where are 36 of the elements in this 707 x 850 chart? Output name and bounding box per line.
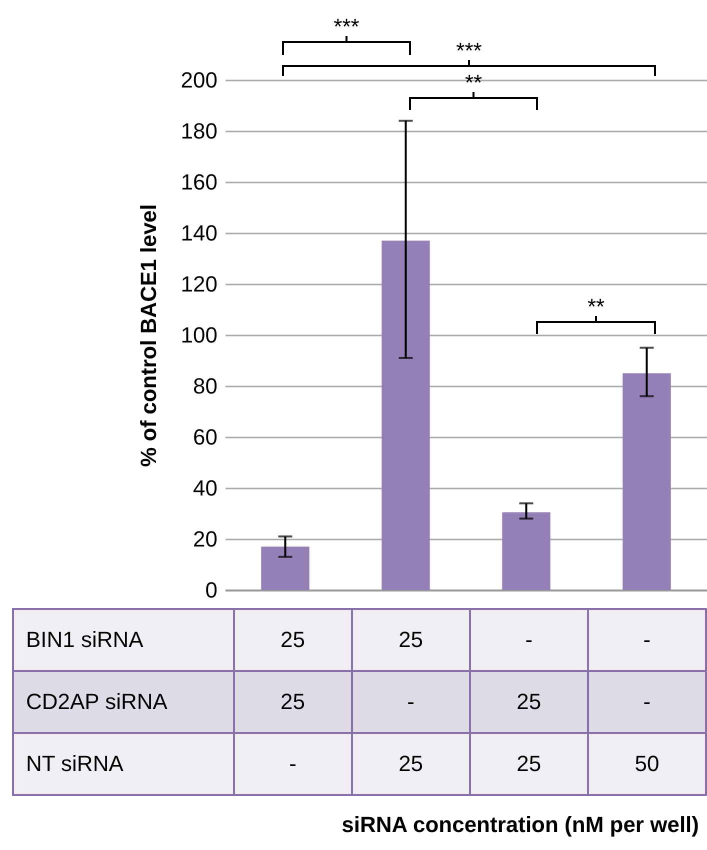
text: 25: [470, 671, 588, 733]
text: 50: [588, 733, 706, 795]
text: siRNA concentration (nM per well): [340, 812, 700, 838]
bar: [502, 512, 550, 590]
y-tick-label: 60: [193, 424, 218, 450]
text: 25: [352, 609, 470, 671]
text: -: [588, 609, 706, 671]
text: NT siRNA: [13, 733, 234, 795]
bar: [622, 373, 671, 590]
text: -: [234, 733, 352, 795]
y-tick-label: 200: [180, 68, 218, 92]
y-axis-title: % of control BACE1 level: [136, 204, 161, 467]
y-tick-label: 180: [180, 118, 218, 144]
y-tick-label: 40: [193, 476, 218, 500]
text: 25: [234, 609, 352, 671]
annotation: **: [464, 70, 482, 95]
text: CD2AP siRNA: [13, 671, 234, 733]
y-tick-label: 80: [193, 374, 218, 398]
text: ***: [456, 38, 482, 63]
bar: [382, 240, 430, 590]
y-tick-label: 100: [180, 322, 218, 348]
y-tick-label: 120: [180, 272, 218, 296]
text: 25: [352, 733, 470, 795]
y-tick-label: 140: [180, 220, 218, 246]
text: -: [470, 609, 588, 671]
text: -: [352, 671, 470, 733]
text: 25: [234, 671, 352, 733]
text: 25: [470, 733, 588, 795]
y-tick-label: 0: [205, 578, 218, 602]
text: -: [588, 671, 706, 733]
y-tick-label: 20: [193, 526, 218, 552]
text: ***: [334, 14, 360, 39]
bar: [261, 546, 310, 590]
annotation: **: [587, 294, 605, 319]
y-tick-label: 160: [180, 170, 218, 194]
text: BIN1 siRNA: [13, 609, 234, 671]
